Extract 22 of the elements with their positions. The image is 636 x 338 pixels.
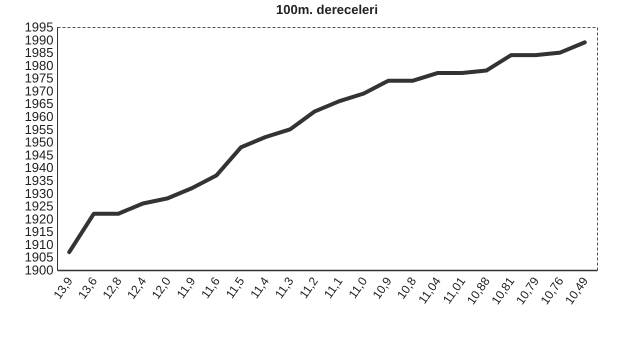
y-tick-label: 1965 <box>24 96 54 112</box>
y-tick-label: 1995 <box>24 20 54 34</box>
y-tick-label: 1950 <box>24 134 54 150</box>
y-tick-label: 1900 <box>24 262 54 278</box>
y-tick-label: 1940 <box>24 160 54 176</box>
y-tick-label: 1960 <box>24 109 54 124</box>
y-tick-label: 1975 <box>24 70 54 86</box>
y-tick-label: 1925 <box>24 198 54 214</box>
y-tick-label: 1945 <box>24 147 54 162</box>
y-tick-label: 1980 <box>24 58 54 73</box>
y-tick-label: 1955 <box>24 122 54 137</box>
y-tick-label: 1990 <box>24 32 54 48</box>
y-tick-label: 1935 <box>24 172 54 188</box>
y-tick-label: 1920 <box>24 211 54 226</box>
y-tick-label: 1915 <box>24 224 54 240</box>
y-tick-label: 1930 <box>24 186 54 201</box>
chart-title: 100m. dereceleri <box>276 2 378 17</box>
line-series <box>67 40 587 254</box>
y-tick-label: 1910 <box>24 236 54 252</box>
y-tick-label: 1985 <box>24 45 54 60</box>
y-tick-label: 1905 <box>24 250 54 265</box>
y-tick-label: 1970 <box>24 83 54 98</box>
